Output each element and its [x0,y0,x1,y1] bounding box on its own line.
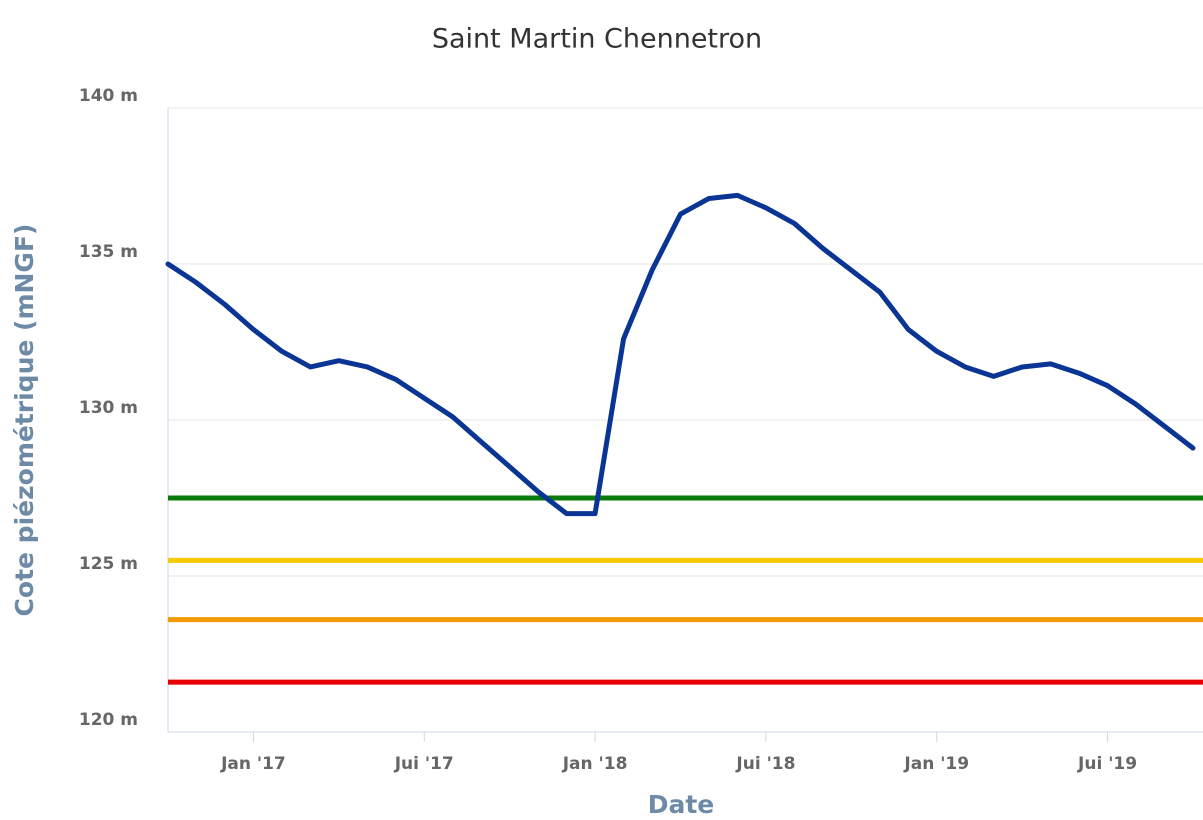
y-tick-label: 135 m [79,242,138,262]
x-tick-label: Jan '18 [562,754,628,774]
chart-title: Saint Martin Chennetron [432,24,762,55]
x-tick-label: Jui '19 [1077,754,1137,774]
y-tick-label: 140 m [79,86,138,106]
data-line [165,192,1196,517]
y-axis-label: Cote piézométrique (mNGF) [10,224,39,617]
x-tick-label: Jui '17 [394,754,454,774]
y-tick-label: 125 m [79,554,138,574]
y-tick-label: 120 m [79,710,138,730]
x-tick-label: Jan '19 [903,754,969,774]
y-tick-label: 130 m [79,398,138,418]
x-tick-label: Jan '17 [220,754,286,774]
x-axis-label: Date [648,790,715,819]
x-tick-label: Jui '18 [735,754,795,774]
